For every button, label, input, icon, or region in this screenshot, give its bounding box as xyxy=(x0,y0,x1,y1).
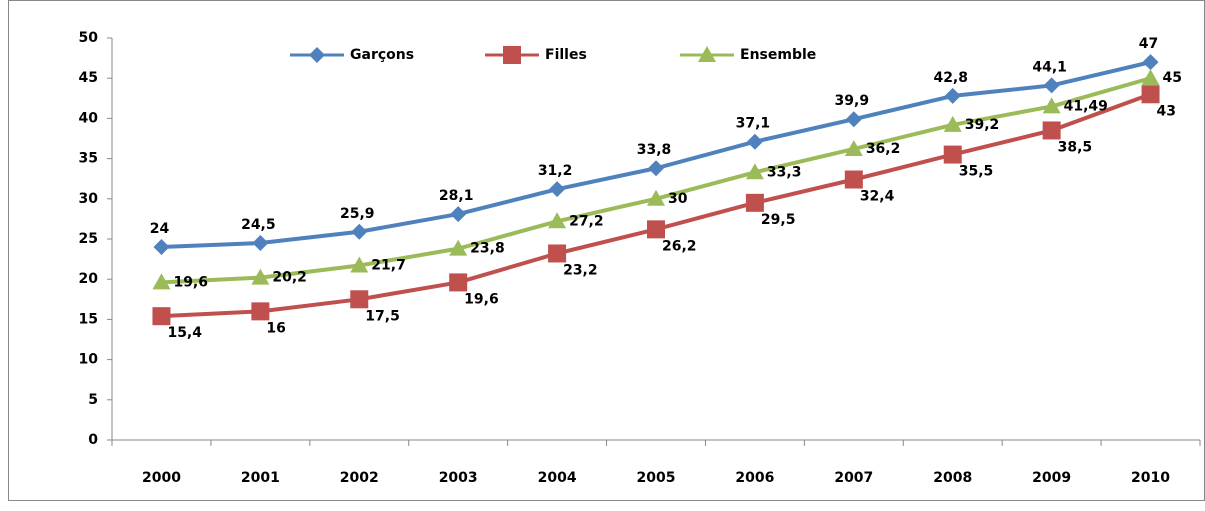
x-tick-label: 2002 xyxy=(340,470,379,486)
data-point xyxy=(548,244,567,263)
data-label: 36,2 xyxy=(866,141,901,157)
data-label: 24,5 xyxy=(241,217,276,233)
x-tick-label: 2008 xyxy=(933,470,972,486)
data-label: 35,5 xyxy=(959,164,994,180)
data-point xyxy=(153,239,170,256)
data-point xyxy=(648,160,664,177)
y-tick-label: 30 xyxy=(79,191,99,207)
data-point xyxy=(548,212,567,229)
data-label: 33,3 xyxy=(767,164,802,180)
legend-marker xyxy=(309,47,325,63)
data-point xyxy=(943,145,962,164)
data-point xyxy=(252,235,269,252)
data-label: 32,4 xyxy=(860,189,895,205)
legend-marker xyxy=(503,46,521,64)
data-point xyxy=(745,193,764,212)
legend-marker xyxy=(698,46,716,62)
data-label: 27,2 xyxy=(569,213,604,229)
data-label: 39,9 xyxy=(835,93,870,109)
y-tick-label: 15 xyxy=(79,311,98,327)
data-point xyxy=(745,163,764,180)
data-point xyxy=(647,220,665,239)
data-point xyxy=(844,170,863,189)
x-tick-label: 2000 xyxy=(142,470,181,486)
data-label: 28,1 xyxy=(439,188,474,204)
data-label: 19,6 xyxy=(173,274,208,290)
x-tick-label: 2010 xyxy=(1131,470,1170,486)
data-point xyxy=(350,290,369,309)
data-point xyxy=(251,302,270,321)
data-label: 26,2 xyxy=(662,238,697,254)
x-tick-label: 2003 xyxy=(439,470,478,486)
y-tick-label: 50 xyxy=(79,30,99,46)
data-point xyxy=(1043,77,1060,94)
data-label: 33,8 xyxy=(637,142,672,158)
data-label: 45 xyxy=(1163,70,1182,86)
data-point xyxy=(1141,69,1160,86)
legend-label: Garçons xyxy=(350,47,414,63)
y-tick-label: 45 xyxy=(79,70,98,86)
data-label: 43 xyxy=(1157,103,1176,119)
y-tick-label: 35 xyxy=(79,151,98,167)
y-tick-label: 5 xyxy=(88,392,98,408)
data-label: 44,1 xyxy=(1032,59,1067,75)
x-tick-label: 2005 xyxy=(637,470,676,486)
data-point xyxy=(844,139,863,156)
y-tick-label: 20 xyxy=(79,271,99,287)
x-tick-label: 2004 xyxy=(538,470,577,486)
data-label: 21,7 xyxy=(371,258,406,274)
data-label: 15,4 xyxy=(167,325,202,341)
x-tick-label: 2007 xyxy=(834,470,873,486)
data-label: 39,2 xyxy=(965,117,1000,133)
data-point xyxy=(450,206,467,223)
y-tick-label: 10 xyxy=(79,352,99,368)
data-point xyxy=(746,133,763,150)
data-label: 19,6 xyxy=(464,291,499,307)
data-label: 47 xyxy=(1139,36,1158,52)
y-tick-label: 25 xyxy=(79,231,98,247)
data-point xyxy=(549,181,566,198)
y-tick-label: 40 xyxy=(79,110,99,126)
data-label: 24 xyxy=(150,221,170,237)
data-label: 42,8 xyxy=(933,70,968,86)
data-point xyxy=(449,273,468,292)
data-label: 41,49 xyxy=(1064,98,1108,114)
data-label: 31,2 xyxy=(538,163,573,179)
data-point xyxy=(449,239,468,256)
data-point xyxy=(1042,121,1061,140)
data-point xyxy=(1141,85,1160,104)
data-point xyxy=(1142,54,1159,71)
data-point xyxy=(1042,97,1061,114)
x-tick-label: 2001 xyxy=(241,470,280,486)
data-point xyxy=(351,223,368,240)
data-label: 25,9 xyxy=(340,206,375,222)
data-point xyxy=(944,87,961,104)
data-point xyxy=(251,268,270,285)
data-label: 30 xyxy=(668,191,688,207)
data-label: 16 xyxy=(266,320,285,336)
data-point xyxy=(943,115,962,132)
data-point xyxy=(152,307,171,326)
x-tick-label: 2009 xyxy=(1032,470,1071,486)
data-point xyxy=(845,111,862,128)
data-label: 23,8 xyxy=(470,241,505,257)
legend-label: Filles xyxy=(545,47,587,63)
data-label: 20,2 xyxy=(272,270,307,286)
x-tick-label: 2006 xyxy=(735,470,774,486)
y-tick-label: 0 xyxy=(88,432,98,448)
chart-frame xyxy=(8,0,1205,501)
data-label: 17,5 xyxy=(365,308,400,324)
data-label: 23,2 xyxy=(563,262,598,278)
data-point xyxy=(350,256,369,273)
data-point xyxy=(647,189,665,206)
legend-label: Ensemble xyxy=(740,47,816,63)
data-label: 29,5 xyxy=(761,212,796,228)
data-label: 38,5 xyxy=(1058,139,1093,155)
data-label: 37,1 xyxy=(736,116,771,132)
data-point xyxy=(152,273,171,290)
